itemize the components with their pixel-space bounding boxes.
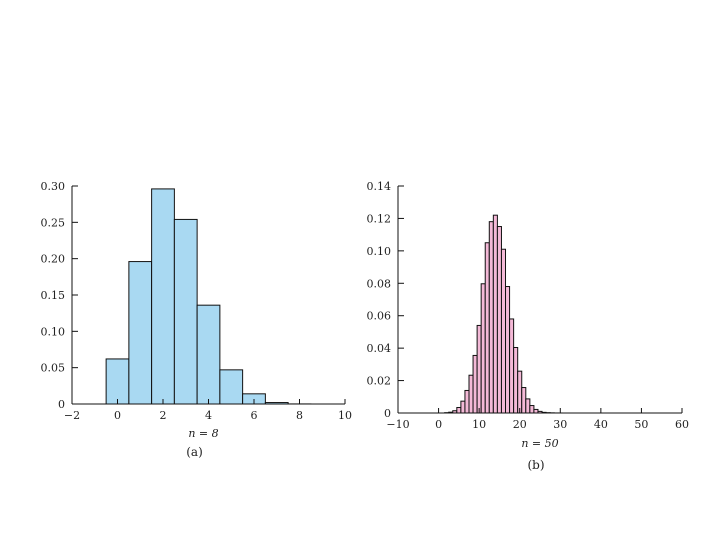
panel-a-y-tick-label: 0.10 (41, 325, 66, 338)
panel-b-x-tick-label: 50 (634, 418, 648, 431)
panel-b-bar-6 (461, 401, 465, 413)
panel-b-label: (b) (527, 458, 544, 472)
panel-b-y-tick-label: 0.06 (367, 310, 392, 323)
panel-a-bar-2 (152, 189, 175, 404)
panel-b-bar-16 (501, 249, 505, 413)
panel-b-bar-24 (534, 409, 538, 413)
panel-b-y-tick-label: 0.14 (367, 180, 392, 193)
panel-b-bar-13 (489, 222, 493, 413)
panel-b-y-tick-label: 0.12 (367, 212, 392, 225)
panel-a-x-tick-label: 8 (296, 409, 303, 422)
panel-b-bar-21 (522, 388, 526, 413)
panel-b-y-tick-label: 0.02 (367, 375, 392, 388)
panel-a-bar-0 (106, 359, 129, 404)
panel-b-bar-8 (469, 375, 473, 413)
panel-a-y-tick-label: 0.30 (41, 180, 66, 193)
panel-b-bar-12 (485, 243, 489, 413)
panel-b-x-tick-label: 0 (435, 418, 442, 431)
panel-a-label: (a) (186, 445, 203, 459)
panel-a-y-tick-label: 0.05 (41, 362, 66, 375)
panel-b-x-tick-label: 20 (513, 418, 527, 431)
panel-b-y-tick-label: 0.04 (367, 342, 392, 355)
panel-a-bar-3 (174, 219, 197, 404)
panel-b-bar-10 (477, 325, 481, 413)
panel-a-y-tick-label: 0 (58, 398, 65, 411)
panel-a-x-tick-label: 4 (205, 409, 212, 422)
panel-a-x-tick-label: 0 (114, 409, 121, 422)
panel-a-x-tick-label: 2 (160, 409, 167, 422)
panel-b-x-tick-label: 30 (553, 418, 567, 431)
panel-b-bar-22 (526, 399, 530, 413)
panel-a-y-tick-label: 0.15 (41, 289, 66, 302)
panel-a-y-tick-label: 0.25 (41, 216, 66, 229)
panel-b-bar-23 (530, 406, 534, 413)
panel-b-bar-9 (473, 355, 477, 413)
panel-b-y-tick-label: 0 (384, 407, 391, 420)
panel-b-bar-15 (497, 227, 501, 413)
panel-a-y-tick-label: 0.20 (41, 253, 66, 266)
panel-b-bar-19 (514, 347, 518, 413)
panel-b-y-tick-label: 0.08 (367, 277, 392, 290)
panel-b-bar-11 (481, 284, 485, 413)
panel-b-y-tick-label: 0.10 (367, 245, 392, 258)
panel-a-bar-4 (197, 305, 220, 404)
panel-b-bar-7 (465, 390, 469, 413)
panel-b-x-tick-label: 10 (472, 418, 486, 431)
panel-b-x-tick-label: 60 (675, 418, 689, 431)
panel-a-x-tick-label: 10 (338, 409, 352, 422)
panel-a-bar-5 (220, 370, 243, 404)
panel-a-x-tick-label: −2 (64, 409, 80, 422)
panel-a-x-axis-label: n = 8 (188, 427, 218, 440)
panel-b-bar-14 (493, 215, 497, 413)
panel-b-x-tick-label: 40 (594, 418, 608, 431)
panel-b-bar-20 (518, 371, 522, 413)
panel-b-bar-17 (506, 287, 510, 413)
panel-a-x-tick-label: 6 (251, 409, 258, 422)
panel-a-bar-1 (129, 262, 152, 404)
panel-b-bar-5 (457, 407, 461, 413)
panel-b-x-axis-label: n = 50 (521, 437, 558, 450)
panel-b-bar-18 (510, 319, 514, 413)
